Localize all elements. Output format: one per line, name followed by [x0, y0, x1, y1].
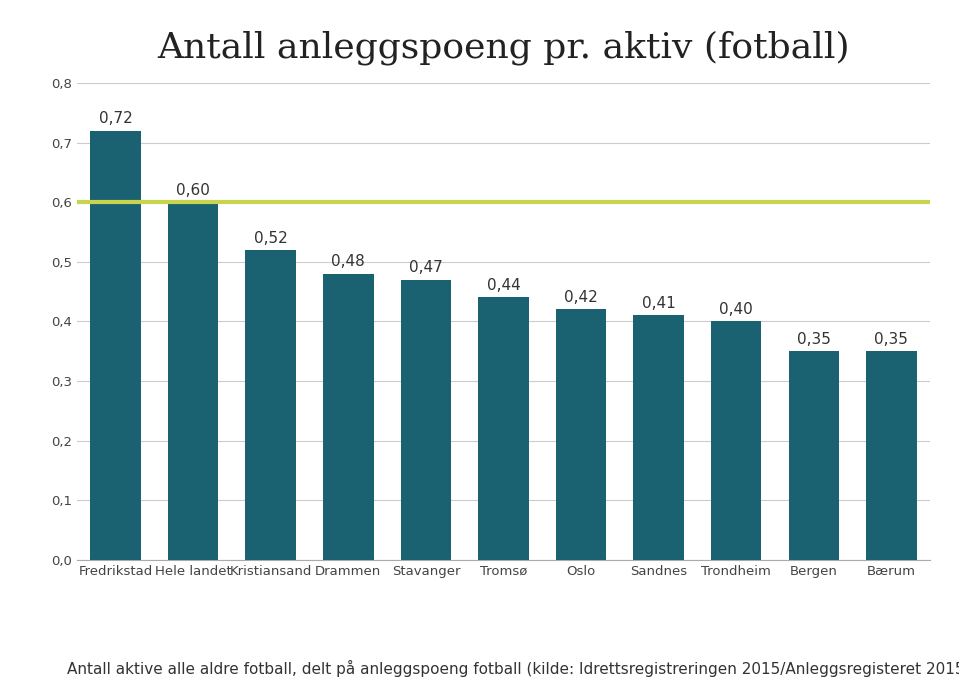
Text: Antall aktive alle aldre fotball, delt på anleggspoeng fotball (kilde: Idrettsre: Antall aktive alle aldre fotball, delt p…: [67, 660, 959, 677]
Title: Antall anleggspoeng pr. aktiv (fotball): Antall anleggspoeng pr. aktiv (fotball): [157, 31, 850, 66]
Text: 0,72: 0,72: [99, 111, 132, 126]
Text: 0,60: 0,60: [176, 183, 210, 198]
Text: 0,40: 0,40: [719, 302, 753, 317]
Bar: [246, 249, 296, 560]
Bar: [634, 315, 684, 560]
Text: 0,42: 0,42: [564, 290, 598, 305]
Bar: [90, 131, 141, 560]
Bar: [479, 298, 528, 560]
Bar: [788, 351, 839, 560]
Text: 0,52: 0,52: [254, 231, 288, 245]
Bar: [401, 280, 451, 560]
Bar: [556, 310, 606, 560]
Text: 0,44: 0,44: [486, 278, 521, 293]
Bar: [323, 274, 373, 560]
Bar: [168, 202, 219, 560]
Text: 0,41: 0,41: [642, 296, 675, 311]
Text: 0,48: 0,48: [332, 254, 365, 269]
Text: 0,47: 0,47: [409, 261, 443, 276]
Text: 0,35: 0,35: [875, 332, 908, 347]
Bar: [866, 351, 917, 560]
Text: 0,35: 0,35: [797, 332, 830, 347]
Bar: [711, 321, 761, 560]
